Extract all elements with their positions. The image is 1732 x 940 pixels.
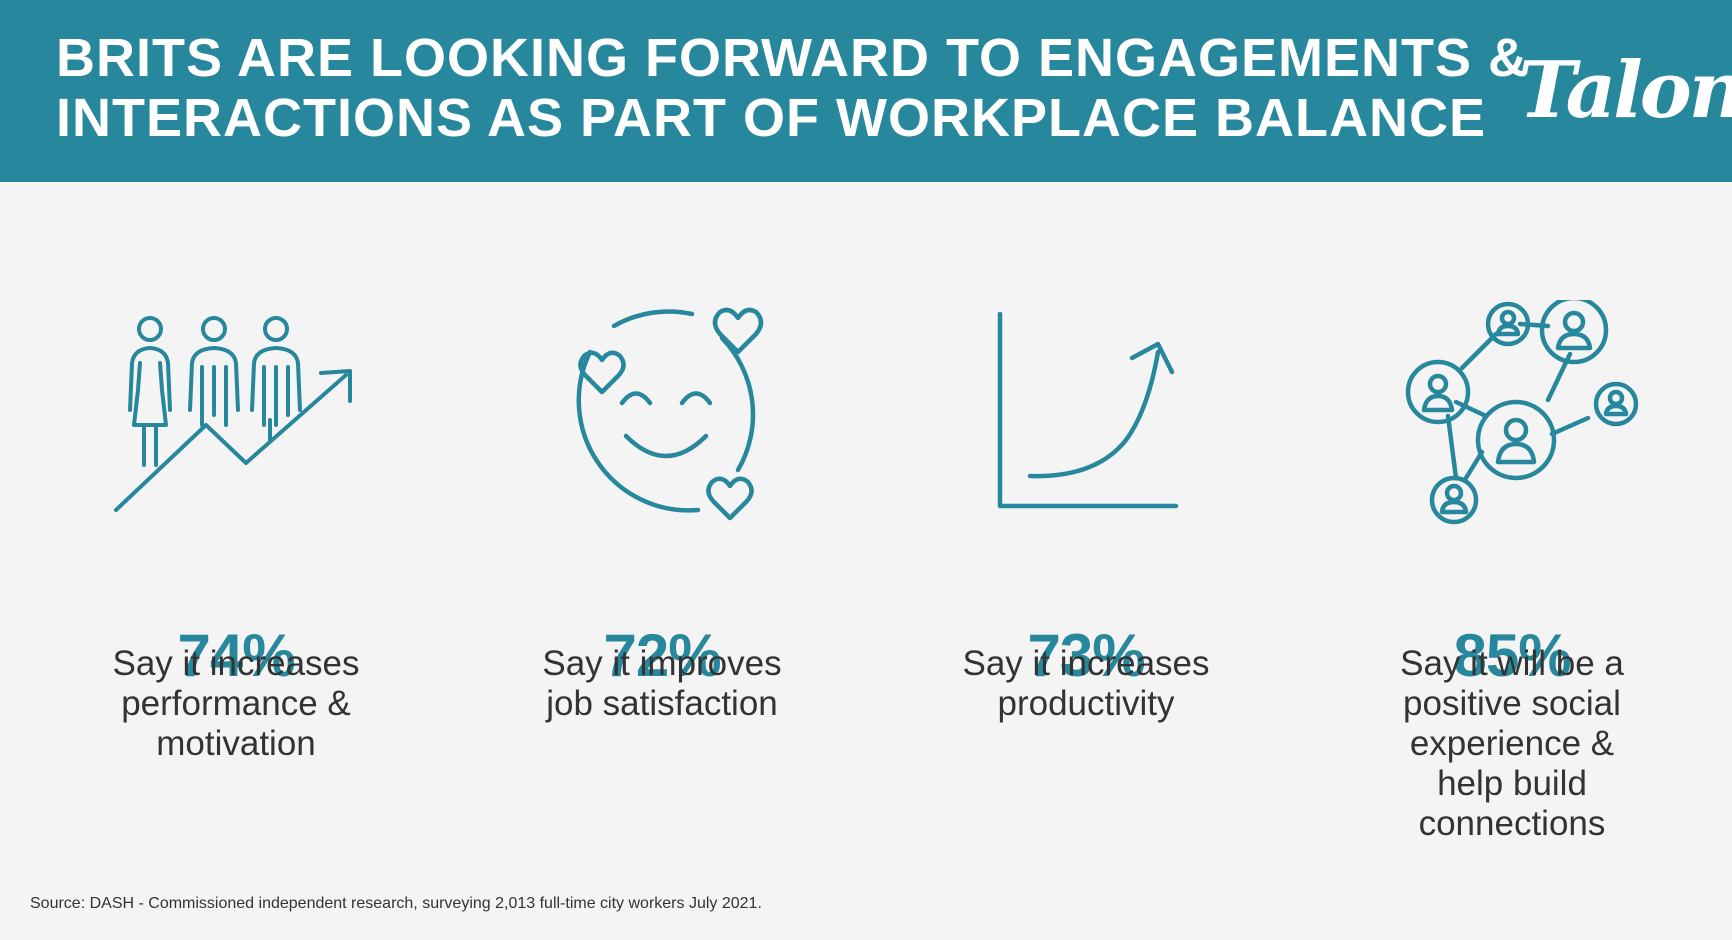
- stat-productivity: 73% Say it increases productivity: [886, 300, 1286, 723]
- stat-percent: 85%: [1453, 622, 1571, 689]
- page-title-line-1: BRITS ARE LOOKING FORWARD TO ENGAGEMENTS…: [56, 28, 1529, 88]
- header-banner: BRITS ARE LOOKING FORWARD TO ENGAGEMENTS…: [0, 0, 1732, 182]
- smiley-hearts-icon: [462, 300, 862, 530]
- stat-caption-line: Say it improves: [542, 644, 782, 683]
- growth-curve-icon: [886, 300, 1286, 530]
- stat-caption: Say it increases productivity: [886, 644, 1286, 724]
- page-title: BRITS ARE LOOKING FORWARD TO ENGAGEMENTS…: [56, 28, 1528, 148]
- stat-performance: 74% Say it increases performance & motiv…: [36, 300, 436, 763]
- page-title-line-2: INTERACTIONS AS PART OF WORKPLACE BALANC…: [56, 88, 1486, 148]
- stat-caption-line: positive social: [1403, 684, 1621, 723]
- stat-caption-line: productivity: [997, 684, 1175, 723]
- people-growth-icon: [36, 300, 436, 530]
- stat-caption-line: Say it will be a: [1400, 644, 1624, 683]
- stat-caption: Say it will be a positive social experie…: [1312, 644, 1712, 844]
- stat-caption-line: connections: [1418, 804, 1606, 843]
- stat-caption-line: help build: [1437, 764, 1587, 803]
- stat-caption-line: performance &: [121, 684, 351, 723]
- source-note: Source: DASH - Commissioned independent …: [30, 895, 762, 912]
- stat-caption-line: motivation: [156, 724, 316, 763]
- stat-caption-line: Say it increases: [112, 644, 360, 683]
- talon-logo: Talon: [1518, 45, 1732, 136]
- stat-caption: Say it increases performance & motivatio…: [36, 644, 436, 764]
- stat-percent: 73%: [1027, 622, 1145, 689]
- stat-percent: 72%: [603, 622, 721, 689]
- stat-caption-line: job satisfaction: [546, 684, 778, 723]
- stat-caption-line: Say it increases: [962, 644, 1210, 683]
- stat-job-satisfaction: 72% Say it improves job satisfaction: [462, 300, 862, 723]
- stat-caption: Say it improves job satisfaction: [462, 644, 862, 724]
- stat-percent: 74%: [177, 622, 295, 689]
- network-people-icon: [1312, 300, 1712, 530]
- stat-caption-line: experience &: [1409, 724, 1615, 763]
- stat-social-experience: 85% Say it will be a positive social exp…: [1312, 300, 1712, 843]
